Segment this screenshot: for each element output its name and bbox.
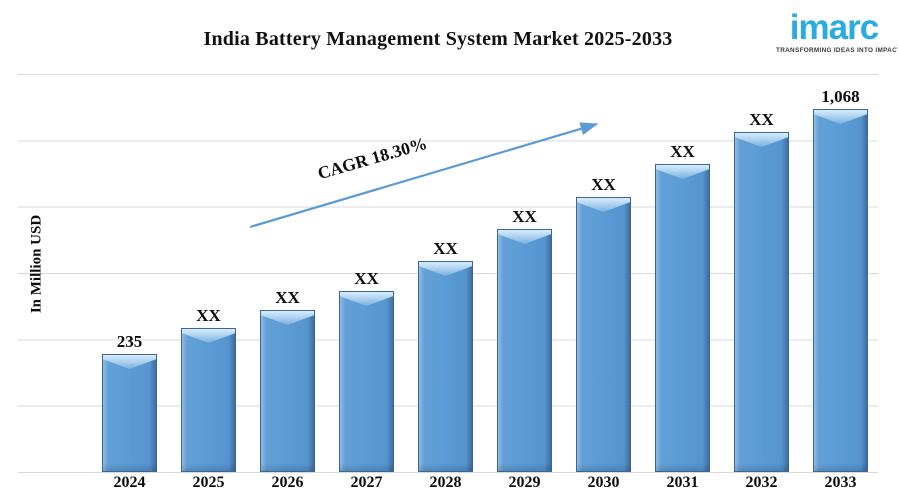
x-axis-label: 2031 [666,474,699,491]
x-axis-label: 2030 [587,474,620,491]
imarc-logo: imarc TRANSFORMING IDEAS INTO IMPACT [776,8,898,54]
bar-2027 [339,291,394,472]
bar-column-2026: XX [248,289,327,472]
x-axis-label: 2025 [192,474,225,491]
x-axis-label: 2027 [350,474,383,491]
bar-column-2027: XX [327,270,406,472]
bar-2029 [497,229,552,472]
x-axis-labels: 2024 2025 2026 2027 2028 2029 2030 2031 2032 2033 [90,474,880,492]
page-title: India Battery Management System Market 2… [203,28,673,50]
bar-value-label: XX [196,306,221,325]
bar-value-label: XX [591,175,616,194]
x-axis-label: 2024 [113,474,146,491]
bar-column-2024: 235 [90,333,169,472]
bar-value-label: XX [670,142,695,161]
bar-column-2033: 1,068 [801,88,880,472]
bar-2033 [813,109,868,472]
bar-column-2032: XX [722,111,801,472]
bar-chart: In Million USD CAGR 18.30% 235 XX XX XX XX XX… [0,74,898,473]
bar-value-label: 235 [116,332,143,351]
bar-column-2028: XX [406,240,485,472]
bar-2028 [418,261,473,472]
bar-value-label: XX [354,269,379,288]
imarc-logo-tagline: TRANSFORMING IDEAS INTO IMPACT [776,47,898,54]
bar-column-2029: XX [485,208,564,472]
bar-value-label: 1,068 [821,87,860,106]
bar-2031 [655,164,710,472]
x-axis-label: 2029 [508,474,541,491]
bar-column-2025: XX [169,307,248,472]
bar-value-label: XX [512,207,537,226]
bar-value-label: XX [275,288,300,307]
bars-container: 235 XX XX XX XX XX XX XX XX 1,068 [90,74,880,472]
bar-2030 [576,197,631,472]
bar-value-label: XX [433,239,458,258]
imarc-logo-text: imarc [789,8,879,47]
cagr-trend-arrow [249,122,599,229]
bar-2026 [260,310,315,472]
x-axis-label: 2033 [824,474,857,491]
bar-value-label: XX [749,110,774,129]
bar-2032 [734,132,789,472]
x-axis-label: 2028 [429,474,462,491]
bar-column-2030: XX [564,176,643,472]
bar-2024 [102,354,157,472]
x-axis-label: 2032 [745,474,778,491]
x-axis-label: 2026 [271,474,304,491]
bar-2025 [181,328,236,472]
bar-column-2031: XX [643,143,722,472]
